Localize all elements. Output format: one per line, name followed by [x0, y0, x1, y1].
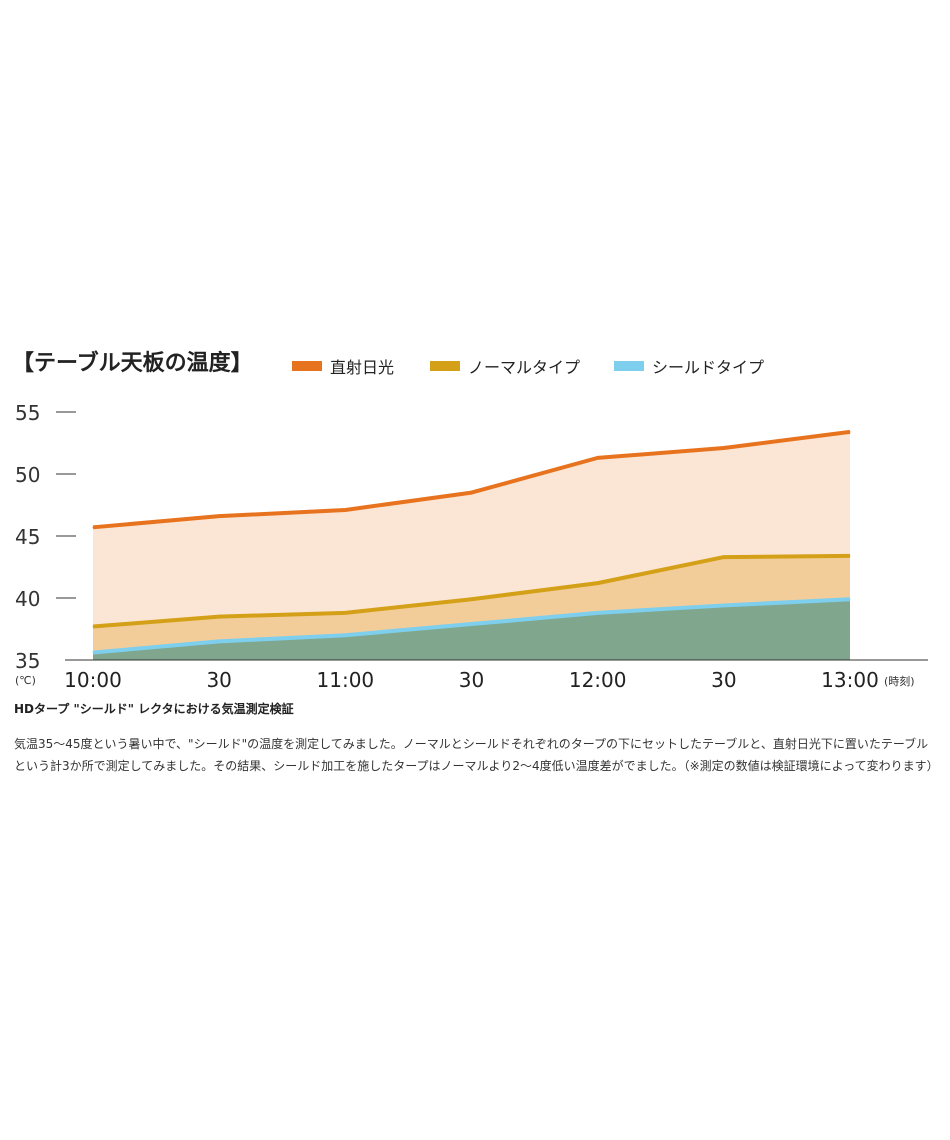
data-point-1-5: [723, 556, 725, 558]
area-chart: 55 50 45 40 35(℃) 10:00 30 11:00 30 12:00 30 13:00 (…: [12, 350, 928, 692]
caption-body: 気温35～45度という暑い中で、"シールド"の温度を測定してみました。ノーマルと…: [14, 737, 939, 773]
data-point-0-2: [344, 509, 346, 511]
data-point-2-4: [597, 612, 599, 614]
data-point-0-1: [218, 515, 220, 517]
data-point-0-6: [849, 431, 851, 433]
y-tick-label: 40: [15, 587, 40, 611]
legend-label-2: シールドタイプ: [652, 358, 764, 377]
data-point-0-4: [597, 457, 599, 459]
x-tick-label: 30: [711, 668, 736, 692]
data-point-2-3: [471, 623, 472, 625]
x-tick-label: 12:00: [569, 668, 627, 692]
legend-swatch-2: [614, 361, 644, 371]
x-unit-label: (時刻): [884, 674, 915, 688]
legend-swatch-0: [292, 361, 322, 371]
x-tick-label: 10:00: [64, 668, 122, 692]
y-tick-label: 55: [15, 401, 40, 425]
data-point-1-2: [344, 612, 346, 614]
data-point-1-1: [218, 616, 220, 618]
data-point-1-4: [597, 582, 599, 584]
data-point-2-6: [849, 598, 851, 600]
data-point-2-0: [92, 652, 94, 654]
legend-swatch-1: [430, 361, 460, 371]
x-tick-label: 30: [459, 668, 484, 692]
legend-label-1: ノーマルタイプ: [468, 358, 580, 377]
data-point-2-1: [218, 640, 220, 642]
area-fill-2: [93, 599, 850, 660]
caption-title: HDタープ "シールド" レクタにおける気温測定検証: [14, 702, 294, 716]
data-point-1-0: [92, 626, 94, 628]
y-tick-label: 50: [15, 463, 40, 487]
data-point-1-3: [471, 598, 472, 600]
data-point-0-5: [723, 447, 725, 449]
data-point-2-2: [344, 634, 346, 636]
x-tick-label: 30: [206, 668, 231, 692]
x-tick-label: 11:00: [317, 668, 375, 692]
chart-container: 55 50 45 40 35 (℃) 10:00 30 11:00 30 12:00 30 13:00 (…: [0, 340, 950, 710]
data-point-0-0: [92, 526, 94, 528]
y-unit-label: (℃): [15, 674, 36, 687]
y-tick-label: 35: [15, 649, 40, 673]
y-tick-label: 45: [15, 525, 40, 549]
data-point-1-6: [849, 555, 851, 557]
chart-title: 【テーブル天板の温度】: [12, 350, 253, 376]
x-tick-label: 13:00: [821, 668, 879, 692]
data-point-0-3: [471, 492, 472, 494]
legend-label-0: 直射日光: [330, 358, 394, 377]
data-point-2-5: [723, 604, 725, 606]
